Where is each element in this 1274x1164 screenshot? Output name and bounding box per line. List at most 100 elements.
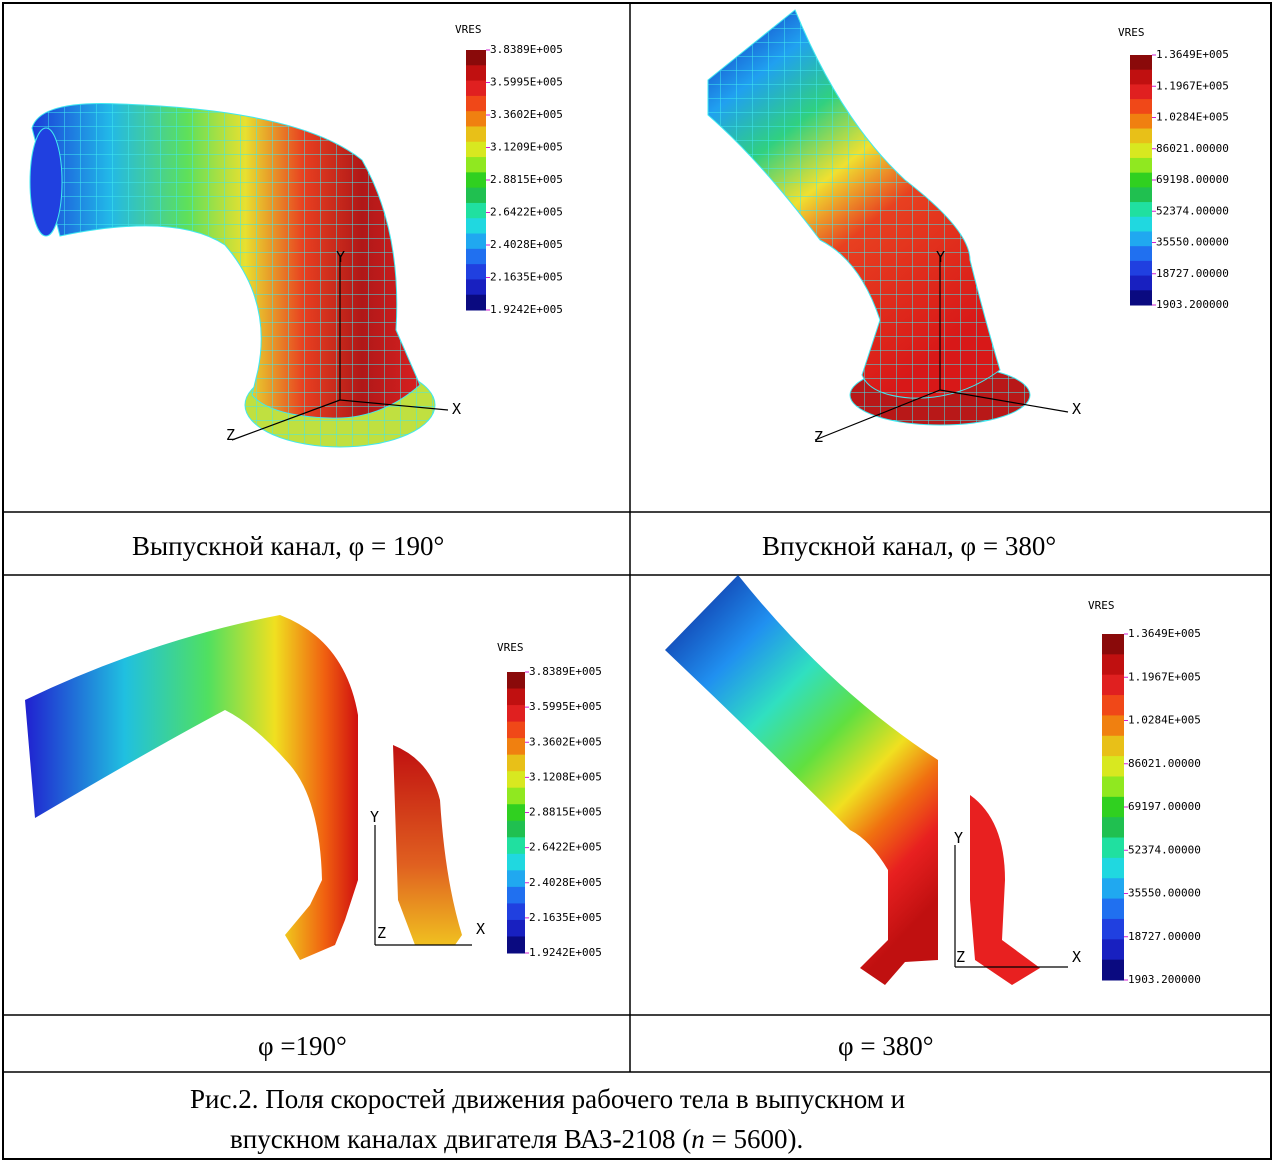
legend-swatch [466, 141, 486, 158]
legend-swatch [466, 233, 486, 250]
axis-label: X [1072, 400, 1081, 418]
exhaust-pipe-3d [29, 103, 436, 448]
legend-swatch [507, 738, 525, 756]
legend-swatch [507, 919, 525, 937]
legend-swatch [466, 248, 486, 265]
legend-label: 1.0284E+005 [1128, 714, 1201, 727]
legend-label: 1.3649E+005 [1156, 48, 1229, 61]
legend-label: 1.0284E+005 [1156, 111, 1229, 124]
legend-swatch [1130, 113, 1152, 130]
legend-label: 1903.200000 [1128, 973, 1201, 986]
legend-swatch [1102, 776, 1124, 798]
legend-swatch [1130, 275, 1152, 291]
legend-label: 3.5995E+005 [529, 700, 602, 713]
legend-swatch [466, 111, 486, 127]
intake-field: Y X Z [665, 575, 1081, 985]
legend-swatch [1102, 695, 1124, 716]
legend-title: VRES [1118, 26, 1145, 39]
legend-swatch [466, 202, 486, 219]
intake-pipe-3d [707, 9, 1031, 426]
legend-swatch [466, 294, 486, 311]
legend-swatch [466, 218, 486, 235]
legend-swatch [507, 787, 525, 805]
axis-label: X [452, 400, 461, 418]
legend-swatch [1102, 735, 1124, 757]
legend-label: 2.4028E+005 [490, 238, 563, 251]
legend-label: 2.4028E+005 [529, 876, 602, 889]
legend-swatch [1130, 187, 1152, 203]
legend-label: 3.8389E+005 [490, 43, 563, 56]
legend-label: 3.5995E+005 [490, 76, 563, 89]
legend-swatch [466, 95, 486, 112]
legend-title: VRES [455, 23, 482, 36]
legend-label: 86021.00000 [1128, 757, 1201, 770]
legend-swatch [466, 80, 486, 97]
legend-swatch [1130, 84, 1152, 100]
legend-swatch [1130, 128, 1152, 144]
legend-swatch [466, 126, 486, 143]
legend-label: 2.1635E+005 [529, 911, 602, 924]
axis-label: X [476, 920, 485, 938]
legend-swatch [507, 804, 525, 822]
axes-triad: X Y Z [814, 248, 1081, 446]
legend-label: 69197.00000 [1128, 800, 1201, 813]
panel-caption: Выпускной канал, φ = 190° [132, 531, 444, 561]
legend-label: 3.1209E+005 [490, 141, 563, 154]
legend-swatch [1130, 99, 1152, 115]
legend-swatch [1102, 837, 1124, 859]
legend-swatch [1130, 246, 1152, 262]
legend-label: 1.9242E+005 [490, 303, 563, 316]
legend-swatch [1130, 202, 1152, 218]
legend-swatch [1102, 817, 1124, 839]
axis-label: Z [377, 924, 386, 942]
axis-label: Y [336, 248, 345, 266]
legend-label: 1903.200000 [1156, 298, 1229, 311]
axis-label: Z [226, 426, 235, 444]
legend-swatch [1102, 939, 1124, 961]
panel-caption: φ = 380° [838, 1031, 934, 1061]
legend-swatch [1130, 157, 1152, 174]
panel-caption: Впускной канал, φ = 380° [762, 531, 1056, 561]
legend-swatch [507, 936, 525, 954]
legend-swatch [507, 771, 525, 789]
caption-part: впускном каналах двигателя ВАЗ-2108 ( [230, 1124, 691, 1154]
legend-swatch [507, 886, 525, 904]
legend-swatch [466, 50, 486, 66]
legend-label: 18727.00000 [1156, 267, 1229, 280]
legend-swatch [1102, 959, 1124, 981]
legend-swatch [1102, 878, 1124, 900]
legend-swatch [507, 705, 525, 723]
legend-label: 2.6422E+005 [490, 206, 563, 219]
legend-label: 86021.00000 [1156, 142, 1229, 155]
legend-swatch [1102, 796, 1124, 818]
legend-swatch [1102, 918, 1124, 940]
legend-swatch [507, 820, 525, 838]
legend-swatch [1130, 55, 1152, 71]
legend-label: 52374.00000 [1156, 204, 1229, 217]
legend-label: 35550.00000 [1128, 887, 1201, 900]
legend-label: 1.9242E+005 [529, 946, 602, 959]
legend-swatch [507, 903, 525, 921]
axis-label: Y [370, 808, 379, 826]
legend-swatch [1130, 143, 1152, 159]
legend-swatch [1130, 172, 1152, 188]
axis-label: Y [954, 829, 963, 847]
legend-label: 18727.00000 [1128, 930, 1201, 943]
legend-swatch [1130, 290, 1152, 306]
legend-label: 69198.00000 [1156, 173, 1229, 186]
legend-label: 3.3602E+005 [490, 108, 563, 121]
legend-swatch [1102, 634, 1124, 655]
caption-part: = 5600). [705, 1124, 803, 1154]
legend-swatch [507, 672, 525, 690]
legend-swatch [1130, 69, 1152, 85]
legend-label: 2.8815E+005 [490, 173, 563, 186]
legend-label: 1.1967E+005 [1128, 670, 1201, 683]
legend-label: 2.6422E+005 [529, 841, 602, 854]
legend-label: 1.3649E+005 [1128, 627, 1201, 640]
legend-label: 2.1635E+005 [490, 271, 563, 284]
axis-label: X [1072, 948, 1081, 966]
legend-swatch [507, 754, 525, 772]
